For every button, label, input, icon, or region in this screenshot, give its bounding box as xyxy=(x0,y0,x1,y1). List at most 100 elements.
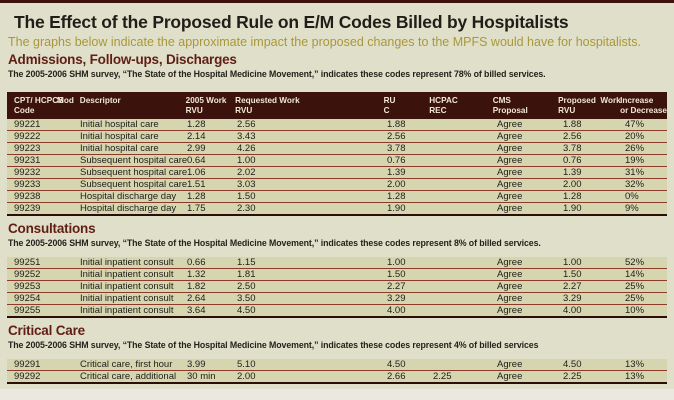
table-body-consultations: 99251 Initial inpatient consult 0.66 1.15 1.… xyxy=(7,257,667,318)
table-cell: 2.50 xyxy=(237,281,256,292)
table-cell: Initial inpatient consult xyxy=(80,305,174,316)
table-cell: 13% xyxy=(625,371,645,382)
table-cell: 1.28 xyxy=(187,191,206,202)
table-cell: 99251 xyxy=(14,257,41,268)
table-cell: 1.88 xyxy=(387,119,406,130)
table-cell: Agree xyxy=(497,191,523,202)
table-cell: Agree xyxy=(497,359,523,370)
table-cell: 2.56 xyxy=(237,119,256,130)
table-cell: Hospital discharge day xyxy=(80,203,177,214)
table-row: 99252 Initial inpatient consult 1.32 1.81 1.… xyxy=(7,269,667,281)
table-cell xyxy=(421,119,485,130)
table-body-admissions: 99221 Initial hospital care 1.28 2.56 1.88 Ag… xyxy=(7,119,667,216)
table-cell: 1.50 xyxy=(237,191,256,202)
table-cell: Critical care, additional xyxy=(80,371,177,382)
table-cell: 9% xyxy=(625,203,639,214)
table-admissions: CPT/ HCPCS Code Mod Descriptor 2005 Work… xyxy=(7,92,667,216)
page-subtitle: The graphs below indicate the approximat… xyxy=(8,35,641,49)
table-cell xyxy=(49,155,75,166)
bottom-strip xyxy=(0,389,674,400)
table-critical-care: 99291 Critical care, first hour 3.99 5.10 4.… xyxy=(7,359,667,384)
section-heading-admissions: Admissions, Follow-ups, Discharges xyxy=(8,52,237,67)
table-cell: 20% xyxy=(625,131,645,142)
table-cell: 2.00 xyxy=(563,179,582,190)
table-cell: 3.78 xyxy=(563,143,582,154)
table-cell xyxy=(421,293,485,304)
table-cell xyxy=(421,191,485,202)
table-cell xyxy=(421,269,485,280)
table-row: 99233 Subsequent hospital care 1.51 3.03 2.0… xyxy=(7,179,667,191)
section-heading-consultations: Consultations xyxy=(8,221,96,236)
table-cell: 1.50 xyxy=(563,269,582,280)
table-cell: 2.00 xyxy=(387,179,406,190)
table-cell xyxy=(421,281,485,292)
table-cell: 1.28 xyxy=(187,119,206,130)
table-cell: 5.10 xyxy=(237,359,256,370)
table-row: 99292 Critical care, additional 30 min 2.00… xyxy=(7,371,667,384)
table-row: 99222 Initial hospital care 2.14 3.43 2.56 Ag… xyxy=(7,131,667,143)
table-cell xyxy=(421,203,485,214)
table-cell: 2.25 xyxy=(563,371,582,382)
table-cell: 0.66 xyxy=(187,257,206,268)
table-cell xyxy=(49,305,75,316)
table-cell: 4.50 xyxy=(237,305,256,316)
table-cell: Agree xyxy=(497,269,523,280)
table-cell: Critical care, first hour xyxy=(80,359,173,370)
table-cell: Agree xyxy=(497,281,523,292)
table-cell: 3.29 xyxy=(387,293,406,304)
table-cell: 26% xyxy=(625,143,645,154)
table-cell: 1.39 xyxy=(387,167,406,178)
table-cell: 1.82 xyxy=(187,281,206,292)
table-cell xyxy=(49,179,75,190)
table-cell xyxy=(49,143,75,154)
table-cell: 2.30 xyxy=(237,203,256,214)
table-cell xyxy=(49,293,75,304)
column-header-cpt-hcpcs-code: CPT/ HCPCS Code xyxy=(14,96,64,115)
column-header-increase-or-decrease: Increase or Decrease xyxy=(620,96,667,115)
table-cell: Agree xyxy=(497,119,523,130)
table-cell: Subsequent hospital care xyxy=(80,155,188,166)
table-cell: 3.03 xyxy=(237,179,256,190)
table-cell xyxy=(421,167,485,178)
table-cell: 3.50 xyxy=(237,293,256,304)
table-cell: 3.29 xyxy=(563,293,582,304)
table-cell: 4.50 xyxy=(387,359,406,370)
table-row: 99239 Hospital discharge day 1.75 2.30 1.90 A… xyxy=(7,203,667,216)
table-cell: 99238 xyxy=(14,191,41,202)
table-row: 99253 Initial inpatient consult 1.82 2.50 2.… xyxy=(7,281,667,293)
table-cell: 4.00 xyxy=(387,305,406,316)
table-cell: 99231 xyxy=(14,155,41,166)
table-cell: 1.50 xyxy=(387,269,406,280)
section-note-consultations: The 2005-2006 SHM survey, “The State of … xyxy=(8,238,541,248)
table-cell: 1.28 xyxy=(563,191,582,202)
table-cell: 2.27 xyxy=(563,281,582,292)
table-cell: 2.27 xyxy=(387,281,406,292)
page-title: The Effect of the Proposed Rule on E/M C… xyxy=(14,12,569,32)
table-row: 99238 Hospital discharge day 1.28 1.50 1.28 A… xyxy=(7,191,667,203)
table-cell: 99222 xyxy=(14,131,41,142)
table-cell: 1.39 xyxy=(563,167,582,178)
table-cell: Agree xyxy=(497,293,523,304)
table-cell: 4.26 xyxy=(237,143,256,154)
table-row: 99231 Subsequent hospital care 0.64 1.00 0.7… xyxy=(7,155,667,167)
table-cell: 3.78 xyxy=(387,143,406,154)
table-cell: Agree xyxy=(497,155,523,166)
section-heading-critical-care: Critical Care xyxy=(8,323,85,338)
table-row: 99254 Initial inpatient consult 2.64 3.50 3.… xyxy=(7,293,667,305)
table-cell xyxy=(421,155,485,166)
table-cell xyxy=(421,143,485,154)
table-cell: 47% xyxy=(625,119,645,130)
table-cell xyxy=(49,257,75,268)
table-cell: 99253 xyxy=(14,281,41,292)
table-cell: 19% xyxy=(625,155,645,166)
column-header-requested-work-rvu: Requested Work RVU xyxy=(235,96,300,115)
table-cell: Agree xyxy=(497,257,523,268)
table-cell: 4.50 xyxy=(563,359,582,370)
table-cell: 1.00 xyxy=(563,257,582,268)
table-cell: 25% xyxy=(625,281,645,292)
table-cell: 3.43 xyxy=(237,131,256,142)
table-cell: 1.90 xyxy=(563,203,582,214)
table-cell: 0.76 xyxy=(563,155,582,166)
table-cell: Agree xyxy=(497,305,523,316)
table-cell xyxy=(49,371,75,382)
